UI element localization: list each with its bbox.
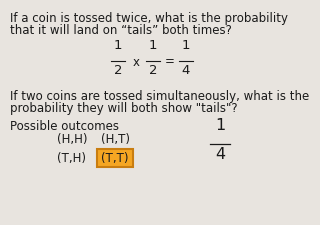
Text: probability they will both show "tails"?: probability they will both show "tails"? xyxy=(10,101,238,115)
Text: 4: 4 xyxy=(182,64,190,77)
Text: 1: 1 xyxy=(182,39,190,52)
Text: (T,T): (T,T) xyxy=(101,151,129,164)
Text: 4: 4 xyxy=(215,146,225,161)
Text: =: = xyxy=(165,55,175,68)
Text: (H,T): (H,T) xyxy=(100,132,130,145)
Text: 1: 1 xyxy=(149,39,157,52)
Text: that it will land on “tails” both times?: that it will land on “tails” both times? xyxy=(10,24,232,37)
Text: x: x xyxy=(132,55,140,68)
Text: If two coins are tossed simultaneously, what is the: If two coins are tossed simultaneously, … xyxy=(10,90,309,103)
Text: 1: 1 xyxy=(215,117,225,132)
Text: 2: 2 xyxy=(149,64,157,77)
FancyBboxPatch shape xyxy=(97,149,133,167)
Text: If a coin is tossed twice, what is the probability: If a coin is tossed twice, what is the p… xyxy=(10,12,288,25)
Text: Possible outcomes: Possible outcomes xyxy=(10,119,119,132)
Text: 2: 2 xyxy=(114,64,122,77)
Text: 1: 1 xyxy=(114,39,122,52)
Text: (H,H): (H,H) xyxy=(57,132,87,145)
Text: (T,H): (T,H) xyxy=(58,151,86,164)
